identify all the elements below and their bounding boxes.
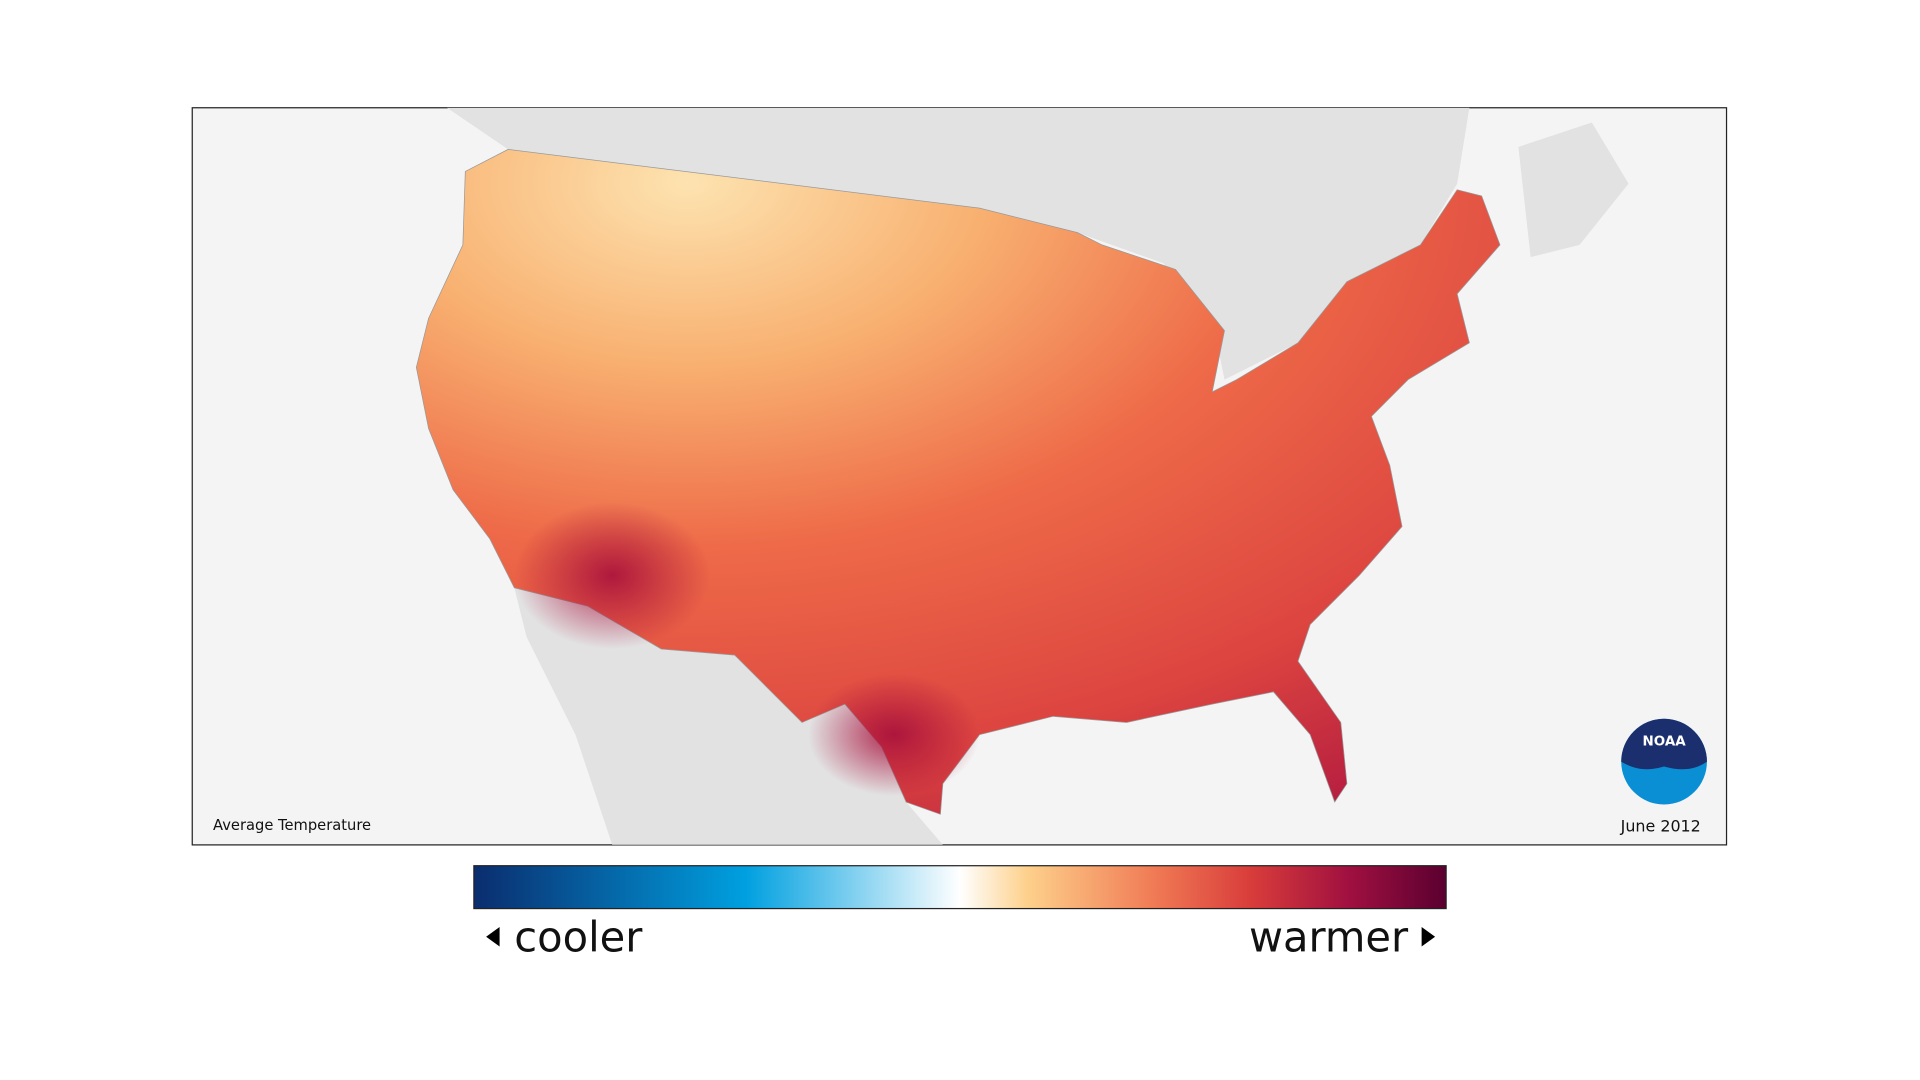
left-arrow bbox=[486, 926, 500, 947]
hot-region bbox=[514, 502, 711, 649]
noaa-logo: NOAA bbox=[1621, 718, 1707, 805]
legend-high: warmer bbox=[1249, 912, 1409, 961]
map-area bbox=[415, 107, 1629, 845]
map-date: June 2012 bbox=[1620, 816, 1701, 835]
canada-east bbox=[1518, 122, 1629, 258]
color-scale bbox=[473, 865, 1447, 910]
logo-text: NOAA bbox=[1642, 735, 1686, 750]
right-arrow bbox=[1421, 926, 1436, 947]
legend-low: cooler bbox=[514, 912, 643, 961]
hot-region bbox=[808, 673, 980, 796]
mexico bbox=[514, 587, 943, 845]
map-caption: Average Temperature bbox=[213, 817, 371, 834]
